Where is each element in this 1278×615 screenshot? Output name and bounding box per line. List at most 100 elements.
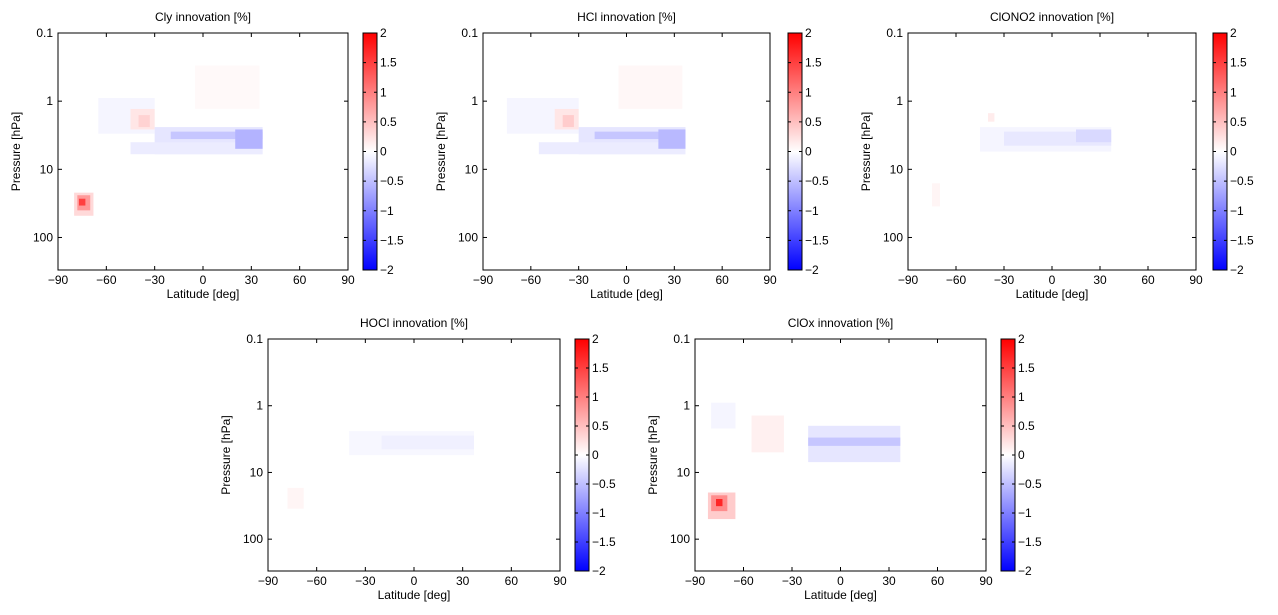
- heatmap-cell-4: [988, 113, 995, 122]
- colorbar-tick-label: −2: [1018, 564, 1032, 578]
- x-tick-label: −30: [568, 273, 589, 287]
- x-axis-label: Latitude [deg]: [167, 287, 240, 301]
- colorbar-tick-label: 0.5: [1018, 419, 1035, 433]
- y-tick-label: 100: [458, 230, 478, 244]
- colorbar-tick-label: 0: [1230, 145, 1237, 159]
- y-tick-label: 0.1: [886, 26, 903, 40]
- colorbar-tick-label: 1.5: [380, 56, 397, 70]
- x-tick-label: 0: [1049, 273, 1056, 287]
- x-tick-label: 60: [293, 273, 307, 287]
- chart-title: HOCl innovation [%]: [360, 316, 468, 330]
- y-tick-label: 100: [883, 230, 903, 244]
- heatmap-cell-6: [538, 142, 686, 155]
- x-tick-label: −30: [355, 574, 376, 588]
- colorbar-tick-label: −2: [805, 263, 819, 277]
- colorbar-tick-label: −1.5: [1018, 535, 1042, 549]
- x-tick-label: 0: [411, 574, 418, 588]
- y-tick-label: 100: [33, 230, 53, 244]
- heatmap-cell-11: [78, 198, 86, 206]
- colorbar-tick-label: −1: [380, 204, 394, 218]
- heatmap-cell-2: [194, 65, 260, 109]
- chart-title: ClONO2 innovation [%]: [990, 10, 1114, 24]
- x-tick-label: −60: [521, 273, 542, 287]
- colorbar-tick-label: −1: [592, 506, 606, 520]
- y-tick-label: 10: [890, 162, 904, 176]
- x-tick-label: 60: [715, 273, 729, 287]
- heatmap-cell-3: [287, 487, 304, 509]
- y-tick-label: 100: [243, 532, 263, 546]
- colorbar-tick-label: 0: [1018, 448, 1025, 462]
- chart-title: Cly innovation [%]: [155, 10, 251, 24]
- y-tick-label: 100: [670, 532, 690, 546]
- x-tick-label: 30: [1093, 273, 1107, 287]
- x-tick-label: 0: [623, 273, 630, 287]
- heatmap-cell-4: [808, 437, 901, 446]
- x-tick-label: 90: [1189, 273, 1203, 287]
- y-tick-label: 1: [896, 94, 903, 108]
- colorbar-tick-label: 0.5: [380, 115, 397, 129]
- heatmap-cell-1: [711, 402, 736, 429]
- colorbar-tick-label: −1.5: [805, 233, 829, 247]
- colorbar-tick-label: 0.5: [805, 115, 822, 129]
- y-tick-label: 1: [46, 94, 53, 108]
- heatmap-cell-7: [170, 131, 263, 140]
- colorbar-tick-label: 1.5: [1018, 361, 1035, 375]
- colorbar-tick-label: 1: [805, 85, 812, 99]
- y-tick-label: 10: [250, 465, 264, 479]
- y-tick-label: 0.1: [461, 26, 478, 40]
- y-tick-label: 1: [683, 399, 690, 413]
- colorbar-tick-label: −1: [1230, 204, 1244, 218]
- heatmap-cell-2: [381, 435, 475, 450]
- x-tick-label: −30: [144, 273, 165, 287]
- x-tick-label: −90: [48, 273, 69, 287]
- x-tick-label: −90: [685, 574, 706, 588]
- colorbar-tick-label: −0.5: [1230, 174, 1254, 188]
- heatmap-cell-2: [618, 65, 683, 109]
- heatmap-cells: [74, 65, 263, 216]
- x-tick-label: −90: [258, 574, 279, 588]
- colorbar-tick-label: 0.5: [592, 419, 609, 433]
- y-tick-label: 0.1: [673, 332, 690, 346]
- y-tick-label: 10: [677, 465, 691, 479]
- heatmap-cells: [287, 431, 475, 509]
- colorbar-tick-label: 1.5: [805, 56, 822, 70]
- chart-title: HCl innovation [%]: [577, 10, 676, 24]
- heatmap-cells: [707, 402, 901, 520]
- colorbar-tick-label: 1: [1230, 85, 1237, 99]
- x-tick-label: 30: [245, 273, 259, 287]
- colorbar-tick-label: 2: [592, 332, 599, 346]
- y-axis-label: Pressure [hPa]: [9, 112, 23, 191]
- x-tick-label: 0: [837, 574, 844, 588]
- heatmap-cell-8: [235, 129, 263, 149]
- heatmap-cell-3: [1076, 129, 1112, 143]
- colorbar-tick-label: −0.5: [1018, 477, 1042, 491]
- x-tick-label: −90: [898, 273, 919, 287]
- x-tick-label: 90: [341, 273, 355, 287]
- x-tick-label: 0: [200, 273, 207, 287]
- x-tick-label: 30: [668, 273, 682, 287]
- x-tick-label: 30: [456, 574, 470, 588]
- x-tick-label: 90: [763, 273, 777, 287]
- x-tick-label: 30: [882, 574, 896, 588]
- x-tick-label: −30: [994, 273, 1015, 287]
- x-tick-label: 90: [553, 574, 567, 588]
- x-axis-label: Latitude [deg]: [804, 588, 877, 602]
- y-tick-label: 10: [40, 162, 54, 176]
- y-tick-label: 10: [465, 162, 479, 176]
- x-axis-label: Latitude [deg]: [590, 287, 663, 301]
- colorbar-tick-label: −1.5: [592, 535, 616, 549]
- y-tick-label: 0.1: [246, 332, 263, 346]
- x-tick-label: −60: [733, 574, 754, 588]
- colorbar-tick-label: 2: [380, 26, 387, 40]
- heatmap-cell-5: [932, 183, 940, 207]
- colorbar-tick-label: 2: [1018, 332, 1025, 346]
- y-axis-label: Pressure [hPa]: [219, 415, 233, 494]
- colorbar-tick-label: −1: [1018, 506, 1032, 520]
- colorbar-tick-label: 1: [380, 85, 387, 99]
- heatmap-cells: [506, 65, 686, 155]
